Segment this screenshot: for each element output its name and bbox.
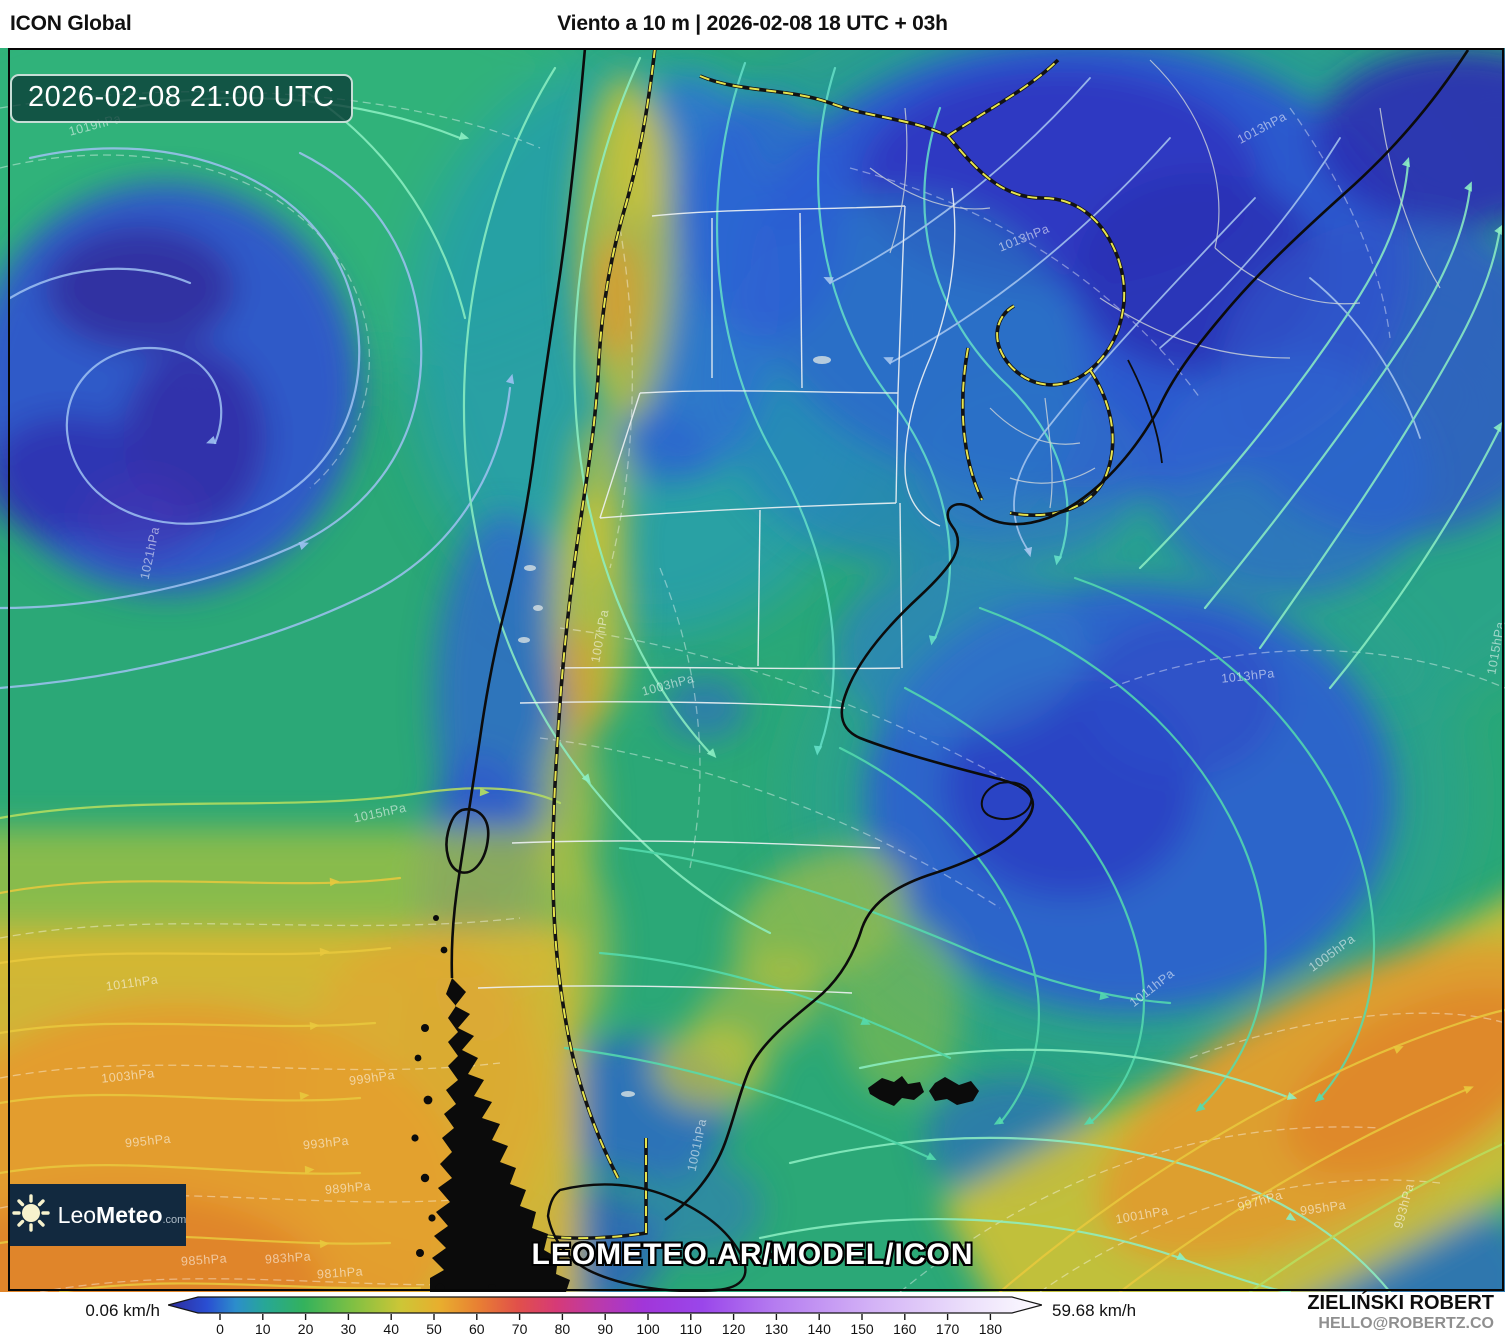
attribution: ZIELIŃSKI ROBERT HELLO@ROBERTZ.CO xyxy=(1307,1293,1494,1333)
page-title: Viento a 10 m | 2026-02-08 18 UTC + 03h xyxy=(557,12,948,35)
wind-max-label: 59.68 km/h xyxy=(1052,1301,1137,1320)
svg-text:60: 60 xyxy=(469,1321,485,1337)
svg-text:50: 50 xyxy=(426,1321,442,1337)
model-name: ICON Global xyxy=(10,12,132,35)
wind-map: 1019hPa 1021hPa 1015hPa 1011hPa 1003hPa 999hP… xyxy=(0,48,1505,1292)
svg-text:180: 180 xyxy=(979,1321,1003,1337)
svg-text:40: 40 xyxy=(383,1321,399,1337)
svg-text:20: 20 xyxy=(298,1321,314,1337)
header: ICON Global Viento a 10 m | 2026-02-08 1… xyxy=(0,0,1505,48)
svg-text:100: 100 xyxy=(636,1321,660,1337)
valid-time-badge: 2026-02-08 21:00 UTC xyxy=(10,74,353,123)
svg-text:130: 130 xyxy=(765,1321,789,1337)
isobar-lines xyxy=(0,91,1505,1292)
svg-text:160: 160 xyxy=(893,1321,917,1337)
svg-text:10: 10 xyxy=(255,1321,271,1337)
author-name: ZIELIŃSKI ROBERT xyxy=(1307,1292,1494,1314)
country-borders xyxy=(544,48,1126,1240)
svg-text:170: 170 xyxy=(936,1321,960,1337)
province-borders xyxy=(477,187,956,994)
svg-text:120: 120 xyxy=(722,1321,746,1337)
coastlines xyxy=(445,48,1470,1292)
svg-text:30: 30 xyxy=(341,1321,357,1337)
svg-text:90: 90 xyxy=(597,1321,613,1337)
svg-text:150: 150 xyxy=(850,1321,874,1337)
streamline-arrows xyxy=(206,131,1503,1261)
logo-wordmark: LeoMeteo.com xyxy=(57,1201,187,1228)
svg-text:70: 70 xyxy=(512,1321,528,1337)
fjords-and-islands xyxy=(411,915,979,1292)
svg-text:110: 110 xyxy=(680,1321,703,1337)
leometeo-logo: LeoMeteo.com xyxy=(10,1184,186,1246)
lake-marks xyxy=(518,356,831,1097)
colorbar-ticks: 0 10 20 30 40 50 60 70 80 90 100 110 120 130 140 150 160… xyxy=(216,1314,1002,1337)
wind-min-label: 0.06 km/h xyxy=(85,1301,160,1320)
svg-text:140: 140 xyxy=(808,1321,832,1337)
svg-text:0: 0 xyxy=(216,1321,224,1337)
wind-speed-colorbar: 0 10 20 30 40 50 60 70 80 90 100 110 120 130 140 150 160… xyxy=(168,1296,1042,1337)
svg-text:80: 80 xyxy=(555,1321,571,1337)
wind-map-canvas xyxy=(0,48,1505,1292)
watermark-url: LEOMETEO.AR/MODEL/ICON xyxy=(531,1238,974,1271)
legend-bar: 0.06 km/h 0 10 20 30 40 50 60 70 80 90 100 110 120 13… xyxy=(0,1292,1505,1337)
sun-icon xyxy=(10,1192,52,1239)
author-email: HELLO@ROBERTZ.CO xyxy=(1318,1315,1494,1332)
